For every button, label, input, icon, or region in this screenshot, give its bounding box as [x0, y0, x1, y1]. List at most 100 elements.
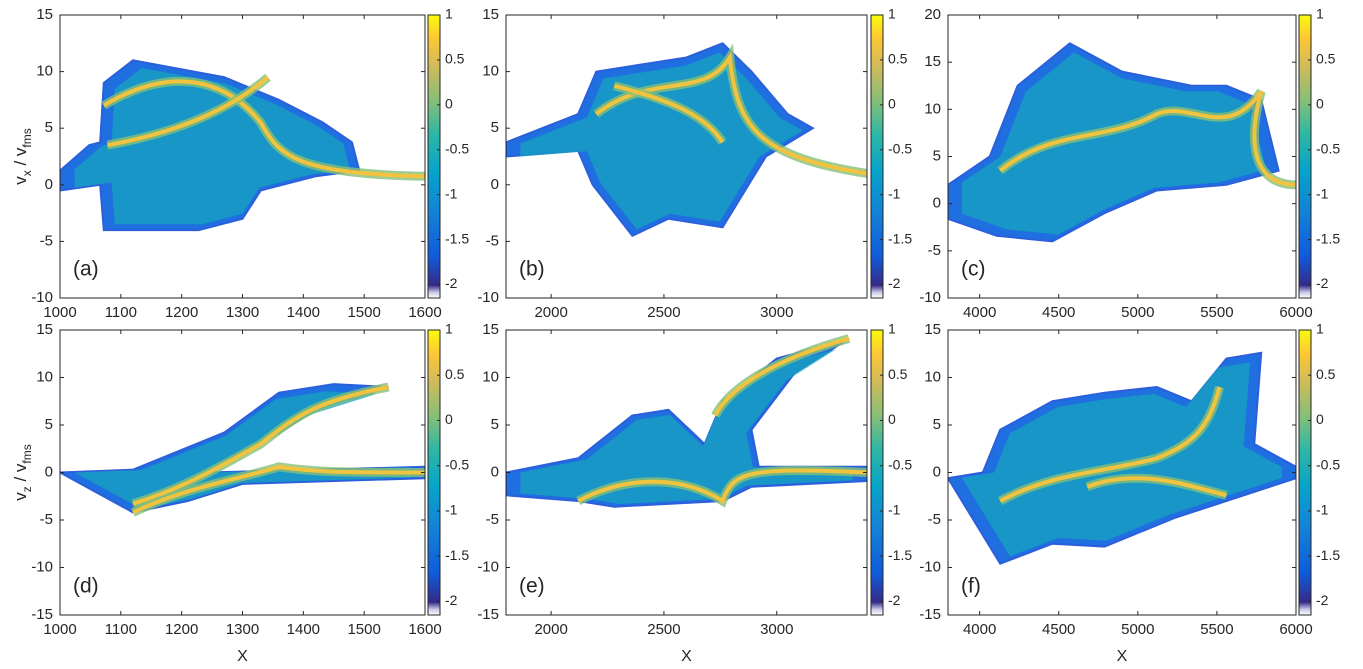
y-tick-label: 15	[36, 6, 53, 23]
axes-box	[505, 14, 868, 299]
colorbar-tick-label: -1	[1316, 502, 1329, 518]
y-tick-label: 5	[45, 416, 53, 433]
density	[60, 59, 425, 232]
density-ridge	[999, 386, 1222, 503]
colorbar-tick-label: -0.5	[1316, 456, 1340, 472]
x-tick-label: 2000	[534, 621, 567, 638]
colorbar-tick-label: -0.5	[1316, 140, 1340, 156]
y-tick-label: 5	[491, 119, 499, 136]
density	[506, 42, 867, 237]
density-ridge	[1086, 476, 1227, 498]
x-tick-label: 1200	[165, 304, 198, 321]
y-label-subscript: fms	[20, 128, 34, 147]
y-tick-label: -15	[31, 606, 53, 623]
y-tick-label: 10	[36, 63, 53, 80]
x-tick-label: 2500	[647, 304, 680, 321]
colorbar	[1298, 14, 1312, 299]
x-tick-label: 5500	[1200, 621, 1233, 638]
x-tick-label: 2500	[647, 621, 680, 638]
colorbar-tick-label: 0	[1316, 411, 1324, 427]
y-tick-label: 20	[924, 6, 941, 23]
panel: 2000 2500 3000-15-10-5051015(e)X-2-1.5-1-0…	[477, 321, 912, 666]
y-tick-label: -10	[477, 289, 499, 306]
colorbar-tick-label: 0	[888, 96, 896, 112]
y-label-text: v	[11, 176, 30, 185]
colorbar-tick-label: -0.5	[888, 456, 912, 472]
y-tick-label: 15	[924, 53, 941, 70]
colorbar-tick-label: -0.5	[888, 140, 912, 156]
x-tick-label: 1600	[408, 304, 441, 321]
colorbar	[1298, 329, 1312, 616]
x-tick-label: 1400	[287, 621, 320, 638]
y-tick-label: -5	[928, 242, 941, 259]
panel-label: (c)	[961, 258, 986, 281]
panel-label: (a)	[73, 258, 99, 281]
x-tick-label: 5000	[1121, 304, 1154, 321]
y-tick-label: -10	[919, 558, 941, 575]
y-tick-label: -15	[919, 606, 941, 623]
density-ridge	[998, 90, 1296, 187]
y-label-subscript: x	[20, 170, 34, 176]
density	[60, 382, 425, 517]
y-tick-label: 10	[924, 100, 941, 117]
colorbar-tick-label: -1.5	[1316, 547, 1340, 563]
y-tick-label: -10	[31, 558, 53, 575]
density-inner	[961, 362, 1283, 557]
y-tick-label: -15	[477, 606, 499, 623]
colorbar-tick-label: 0.5	[1316, 51, 1336, 67]
colorbar-tick-label: -1.5	[1316, 230, 1340, 246]
density-ridge	[613, 83, 725, 144]
colorbar	[870, 14, 884, 299]
density-ridge	[595, 51, 867, 176]
x-tick-label: 5000	[1121, 621, 1154, 638]
colorbar-tick-label: -1	[888, 185, 901, 201]
colorbar-tick-label: -2	[888, 592, 901, 608]
x-tick-label: 4000	[963, 304, 996, 321]
colorbar-tick-label: -1	[445, 185, 458, 201]
x-tick-label: 3000	[760, 621, 793, 638]
panel: 4000 4500 5000 5500 6000-10-505101520(c)-2-1…	[919, 6, 1340, 321]
y-tick-label: 0	[491, 463, 499, 480]
panel-label: (f)	[961, 575, 981, 598]
colorbar-tick-label: -1.5	[445, 230, 469, 246]
x-tick-label: 6000	[1279, 304, 1312, 321]
panel: 1000 1100 1200 1300 1400 1500 1600-10-5051015(…	[11, 6, 469, 321]
y-tick-label: 10	[36, 368, 53, 385]
colorbar-tick-label: -0.5	[445, 456, 469, 472]
y-axis-label: vz / vfms	[11, 444, 34, 501]
y-tick-label: 5	[933, 416, 941, 433]
x-tick-label: 1000	[43, 304, 76, 321]
x-tick-label: 1100	[105, 621, 137, 638]
panel: 1000 1100 1200 1300 1400 1500 1600-15-10-50510…	[11, 321, 469, 666]
colorbar-tick-label: -2	[888, 275, 901, 291]
x-axis-label: X	[1117, 648, 1128, 665]
panel: 2000 2500 3000 -10 -5 0 5 10 15 (b) -2 -1.5 -1 -0.5 0 0…	[477, 6, 912, 321]
colorbar-tick-label: -1	[445, 502, 458, 518]
density-ridge	[577, 468, 867, 504]
x-axis-label: X	[681, 648, 692, 665]
x-tick-label: 4500	[1042, 621, 1075, 638]
colorbar	[427, 14, 441, 299]
x-tick-label: 1300	[226, 621, 259, 638]
colorbar-tick-label: 1	[888, 6, 896, 22]
density	[948, 42, 1296, 243]
y-tick-label: -5	[486, 232, 499, 249]
colorbar-tick-label: 0	[445, 96, 453, 112]
x-tick-label: 2000	[534, 304, 567, 321]
y-tick-label: 15	[482, 6, 499, 23]
colorbar-tick-label: -2	[1316, 592, 1329, 608]
y-tick-label: -5	[486, 511, 499, 528]
y-tick-label: 15	[36, 321, 53, 338]
x-tick-label: 3000	[760, 304, 793, 321]
y-tick-label: 5	[491, 416, 499, 433]
colorbar-tick-label: 1	[445, 321, 453, 337]
colorbar-tick-label: 1	[1316, 6, 1324, 22]
y-label-subscript: fms	[20, 444, 34, 463]
colorbar-tick-label: -1	[1316, 185, 1329, 201]
y-tick-label: -5	[928, 511, 941, 528]
y-tick-label: 10	[482, 63, 499, 80]
colorbar-tick-label: 0	[445, 411, 453, 427]
y-tick-label: 10	[924, 368, 941, 385]
x-tick-label: 1000	[43, 621, 76, 638]
